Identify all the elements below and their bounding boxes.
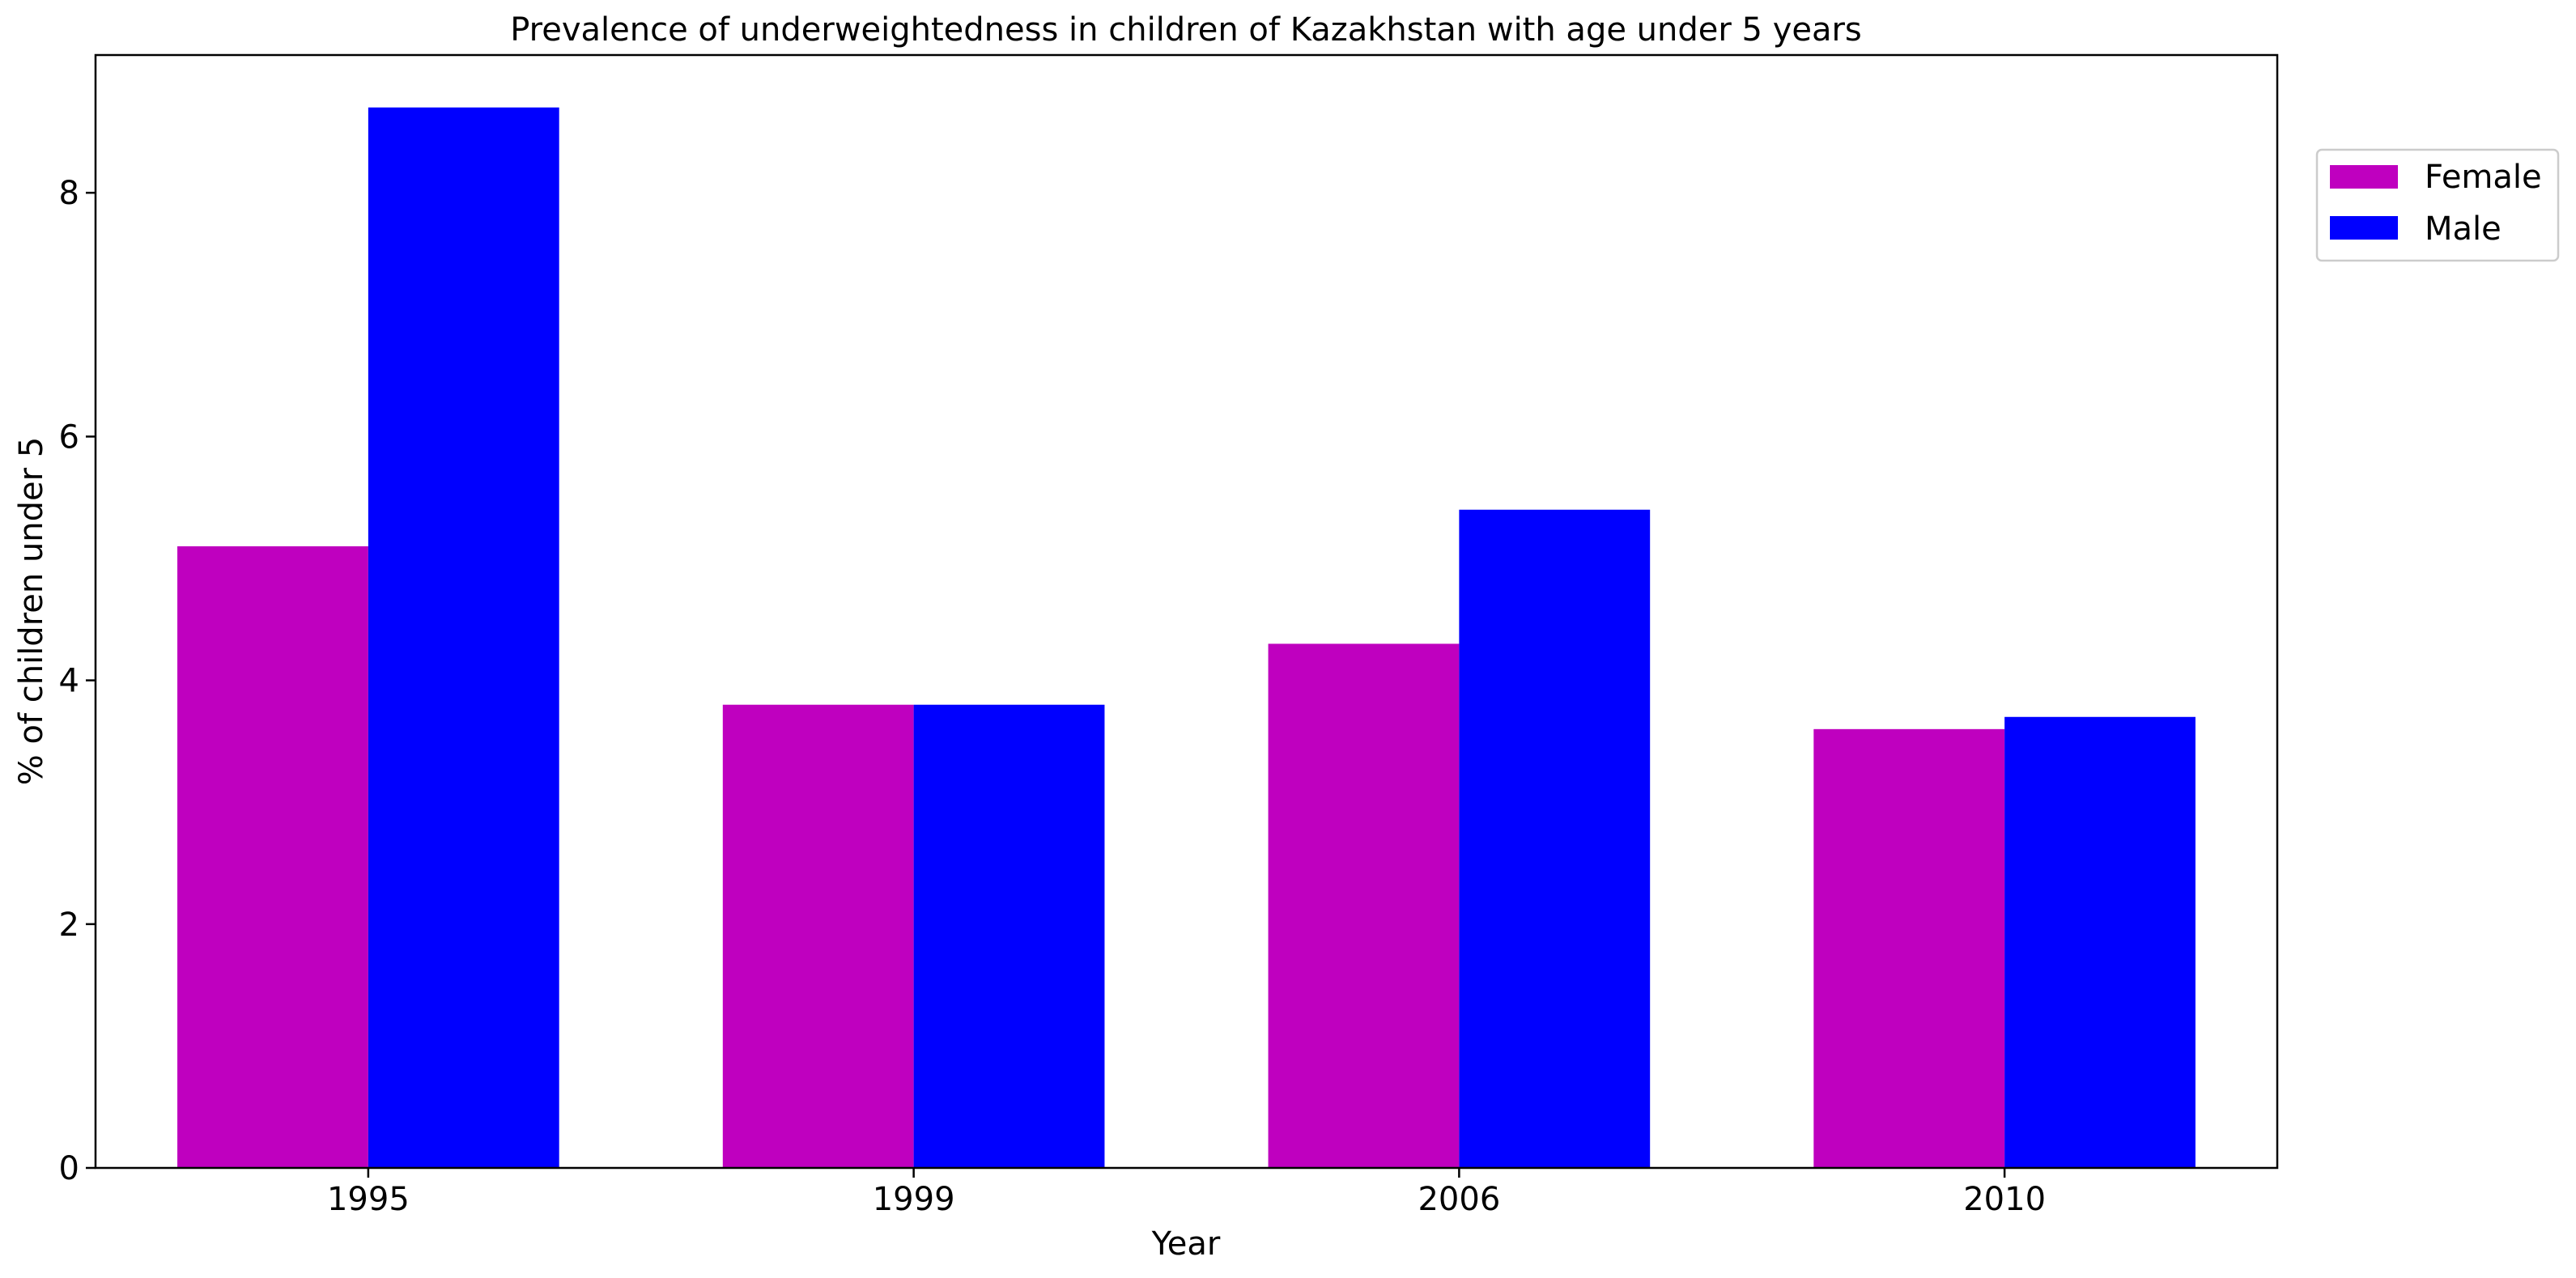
y-tick-label: 8	[59, 175, 79, 212]
y-axis: 0 2 4 6 8	[59, 175, 96, 1187]
x-axis-label: Year	[1151, 1225, 1221, 1263]
x-tick-label: 2010	[1963, 1181, 2046, 1218]
legend-label-female: Female	[2425, 159, 2542, 196]
legend-swatch-male	[2330, 216, 2398, 240]
x-tick-label: 2006	[1418, 1181, 1500, 1218]
y-tick-label: 6	[59, 418, 79, 456]
bar-female-2010	[1813, 728, 2005, 1168]
bar-male-2010	[2004, 716, 2196, 1168]
legend: Female Male	[2315, 148, 2560, 262]
bar-male-1995	[368, 107, 559, 1168]
y-tick-label: 0	[59, 1150, 79, 1187]
legend-label-male: Male	[2425, 210, 2502, 248]
x-tick-label: 1995	[327, 1181, 410, 1218]
legend-swatch-female	[2330, 165, 2398, 189]
x-tick-label: 1999	[873, 1181, 955, 1218]
bar-female-1999	[722, 704, 914, 1168]
x-axis: 1995 1999 2006 2010	[327, 1168, 2046, 1218]
bar-male-2006	[1459, 509, 1651, 1168]
y-tick-label: 2	[59, 906, 79, 944]
bars-layer	[177, 107, 2196, 1168]
y-axis-label: % of children under 5	[13, 437, 50, 786]
bar-female-1995	[177, 546, 368, 1168]
bar-male-1999	[913, 704, 1105, 1168]
y-tick-label: 4	[59, 663, 79, 700]
plot-area-frame	[94, 53, 2279, 1170]
chart-title: Prevalence of underweightedness in child…	[510, 11, 1862, 49]
bar-female-2006	[1268, 643, 1460, 1168]
